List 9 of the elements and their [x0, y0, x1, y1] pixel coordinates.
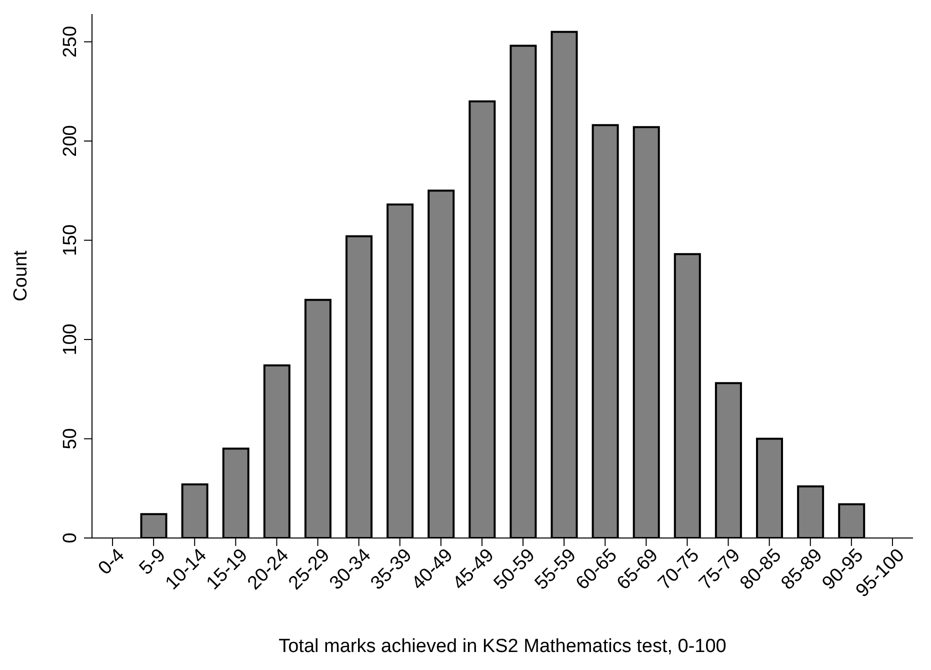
y-tick-label: 150 [60, 224, 81, 256]
y-axis-title: Count [10, 250, 32, 302]
x-tick-label: 0-4 [94, 544, 130, 580]
y-tick-label: 50 [60, 428, 81, 450]
y-tick-label: 250 [60, 26, 81, 58]
y-tick-label: 100 [60, 324, 81, 356]
y-tick-label: 0 [60, 532, 81, 544]
y-tick-label: 200 [60, 125, 81, 157]
x-axis-title: Total marks achieved in KS2 Mathematics test, 0-100 [278, 636, 726, 657]
